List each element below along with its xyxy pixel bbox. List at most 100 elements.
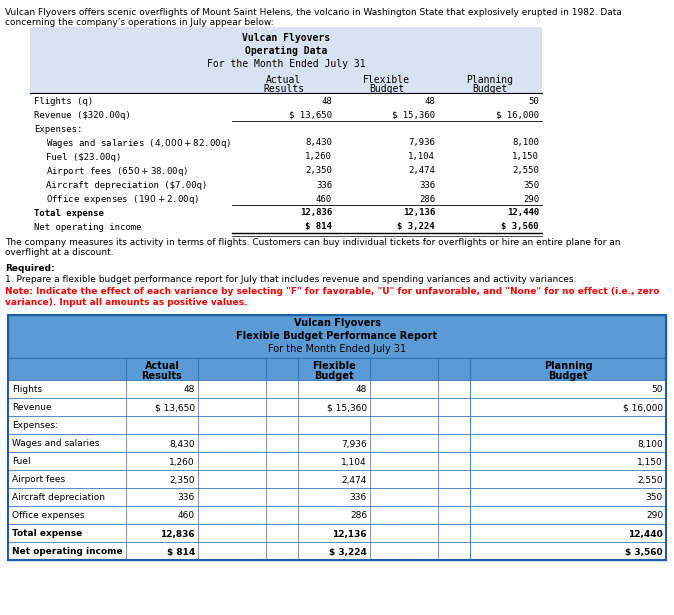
Text: $ 16,000: $ 16,000	[496, 111, 539, 119]
Text: Budget: Budget	[369, 84, 404, 94]
Text: 350: 350	[646, 493, 663, 502]
Text: Flexible: Flexible	[312, 361, 356, 371]
Text: Vulcan Flyovers offers scenic overflights of Mount Saint Helens, the volcano in : Vulcan Flyovers offers scenic overflight…	[5, 8, 622, 17]
Bar	[8, 416, 666, 434]
Bar	[8, 398, 666, 416]
Text: 48: 48	[321, 97, 332, 106]
Text: 460: 460	[178, 512, 195, 520]
Text: Aircraft depreciation ($7.00q): Aircraft depreciation ($7.00q)	[46, 180, 207, 189]
Text: 2,550: 2,550	[638, 475, 663, 485]
Text: 8,430: 8,430	[305, 138, 332, 148]
Text: Aircraft depreciation: Aircraft depreciation	[12, 493, 105, 502]
Text: $ 3,224: $ 3,224	[398, 223, 435, 231]
Text: 12,440: 12,440	[507, 208, 539, 218]
Text: $ 814: $ 814	[305, 223, 332, 231]
Text: 286: 286	[419, 194, 435, 204]
Bar	[8, 315, 666, 358]
Text: The company measures its activity in terms of flights. Customers can buy individ: The company measures its activity in ter…	[5, 238, 621, 247]
Text: $ 15,360: $ 15,360	[392, 111, 435, 119]
Text: Office expenses: Office expenses	[12, 512, 84, 520]
Text: 7,936: 7,936	[341, 440, 367, 448]
Text: 1,260: 1,260	[169, 458, 195, 467]
Bar	[8, 488, 666, 506]
Text: 48: 48	[183, 386, 195, 394]
Bar	[8, 358, 666, 380]
Text: 336: 336	[350, 493, 367, 502]
Text: Required:: Required:	[5, 264, 55, 273]
Text: 48: 48	[356, 386, 367, 394]
Text: Vulcan Flyovers: Vulcan Flyovers	[242, 33, 330, 43]
Text: Wages and salaries ($4,000 + $82.00q): Wages and salaries ($4,000 + $82.00q)	[46, 137, 231, 149]
Text: Budget: Budget	[314, 371, 354, 381]
Text: Office expenses ($190 + $2.00q): Office expenses ($190 + $2.00q)	[46, 192, 199, 205]
Text: Total expense: Total expense	[34, 208, 104, 218]
Text: 12,836: 12,836	[160, 530, 195, 539]
Text: $ 13,650: $ 13,650	[155, 403, 195, 413]
Text: 7,936: 7,936	[408, 138, 435, 148]
Text: concerning the company’s operations in July appear below:: concerning the company’s operations in J…	[5, 18, 274, 27]
Text: 2,550: 2,550	[512, 167, 539, 175]
Bar	[8, 470, 666, 488]
Text: 336: 336	[316, 180, 332, 189]
Text: Operating Data: Operating Data	[245, 46, 327, 56]
Text: Budget: Budget	[548, 371, 588, 381]
Text: Net operating income: Net operating income	[12, 547, 123, 557]
Text: 460: 460	[316, 194, 332, 204]
Text: 336: 336	[178, 493, 195, 502]
Text: Flights (q): Flights (q)	[34, 97, 93, 106]
Text: Vulcan Flyovers: Vulcan Flyovers	[293, 318, 381, 328]
Text: Flights: Flights	[12, 386, 42, 394]
Text: Net operating income: Net operating income	[34, 223, 142, 231]
Text: Actual: Actual	[266, 75, 301, 85]
Text: Flexible: Flexible	[363, 75, 410, 85]
Text: Results: Results	[263, 84, 304, 94]
Text: overflight at a discount.: overflight at a discount.	[5, 248, 114, 257]
Text: $ 3,560: $ 3,560	[625, 547, 663, 557]
Text: 290: 290	[523, 194, 539, 204]
Text: Results: Results	[142, 371, 183, 381]
Text: Flexible Budget Performance Report: Flexible Budget Performance Report	[237, 331, 437, 341]
Text: Planning: Planning	[466, 75, 514, 85]
Text: Airport fees ($650 + $38.00q): Airport fees ($650 + $38.00q)	[46, 164, 188, 178]
Text: 1,104: 1,104	[408, 153, 435, 162]
Text: Revenue: Revenue	[12, 403, 52, 413]
Text: 1,260: 1,260	[305, 153, 332, 162]
Text: $ 15,360: $ 15,360	[327, 403, 367, 413]
Bar	[8, 452, 666, 470]
Text: 2,474: 2,474	[342, 475, 367, 485]
Text: 48: 48	[424, 97, 435, 106]
Text: Expenses:: Expenses:	[12, 421, 58, 430]
Text: 336: 336	[419, 180, 435, 189]
Bar	[8, 380, 666, 398]
Text: Revenue ($320.00q): Revenue ($320.00q)	[34, 111, 131, 119]
Bar	[30, 71, 542, 93]
Text: Note: Indicate the effect of each variance by selecting "F" for favorable, "U" f: Note: Indicate the effect of each varian…	[5, 287, 659, 296]
Text: 8,430: 8,430	[169, 440, 195, 448]
Text: 1,104: 1,104	[341, 458, 367, 467]
Text: 12,136: 12,136	[332, 530, 367, 539]
Text: Fuel ($23.00q): Fuel ($23.00q)	[46, 153, 121, 162]
Text: $ 13,650: $ 13,650	[289, 111, 332, 119]
Text: 1. Prepare a flexible budget performance report for July that includes revenue a: 1. Prepare a flexible budget performance…	[5, 275, 576, 284]
Text: 50: 50	[652, 386, 663, 394]
Bar	[8, 542, 666, 560]
Text: 286: 286	[350, 512, 367, 520]
Text: For the Month Ended July 31: For the Month Ended July 31	[268, 344, 406, 354]
Text: Airport fees: Airport fees	[12, 475, 65, 485]
Text: 8,100: 8,100	[512, 138, 539, 148]
Text: Wages and salaries: Wages and salaries	[12, 440, 99, 448]
Bar	[8, 524, 666, 542]
Text: 2,474: 2,474	[408, 167, 435, 175]
Text: $ 3,224: $ 3,224	[329, 547, 367, 557]
Bar	[8, 506, 666, 524]
Bar	[8, 434, 666, 452]
Text: Expenses:: Expenses:	[34, 124, 82, 133]
Text: 2,350: 2,350	[169, 475, 195, 485]
Text: Actual: Actual	[144, 361, 179, 371]
Bar	[8, 315, 666, 560]
Text: 1,150: 1,150	[637, 458, 663, 467]
Text: 50: 50	[528, 97, 539, 106]
Text: 12,440: 12,440	[628, 530, 663, 539]
Text: variance). Input all amounts as positive values.: variance). Input all amounts as positive…	[5, 298, 247, 307]
Text: 290: 290	[646, 512, 663, 520]
